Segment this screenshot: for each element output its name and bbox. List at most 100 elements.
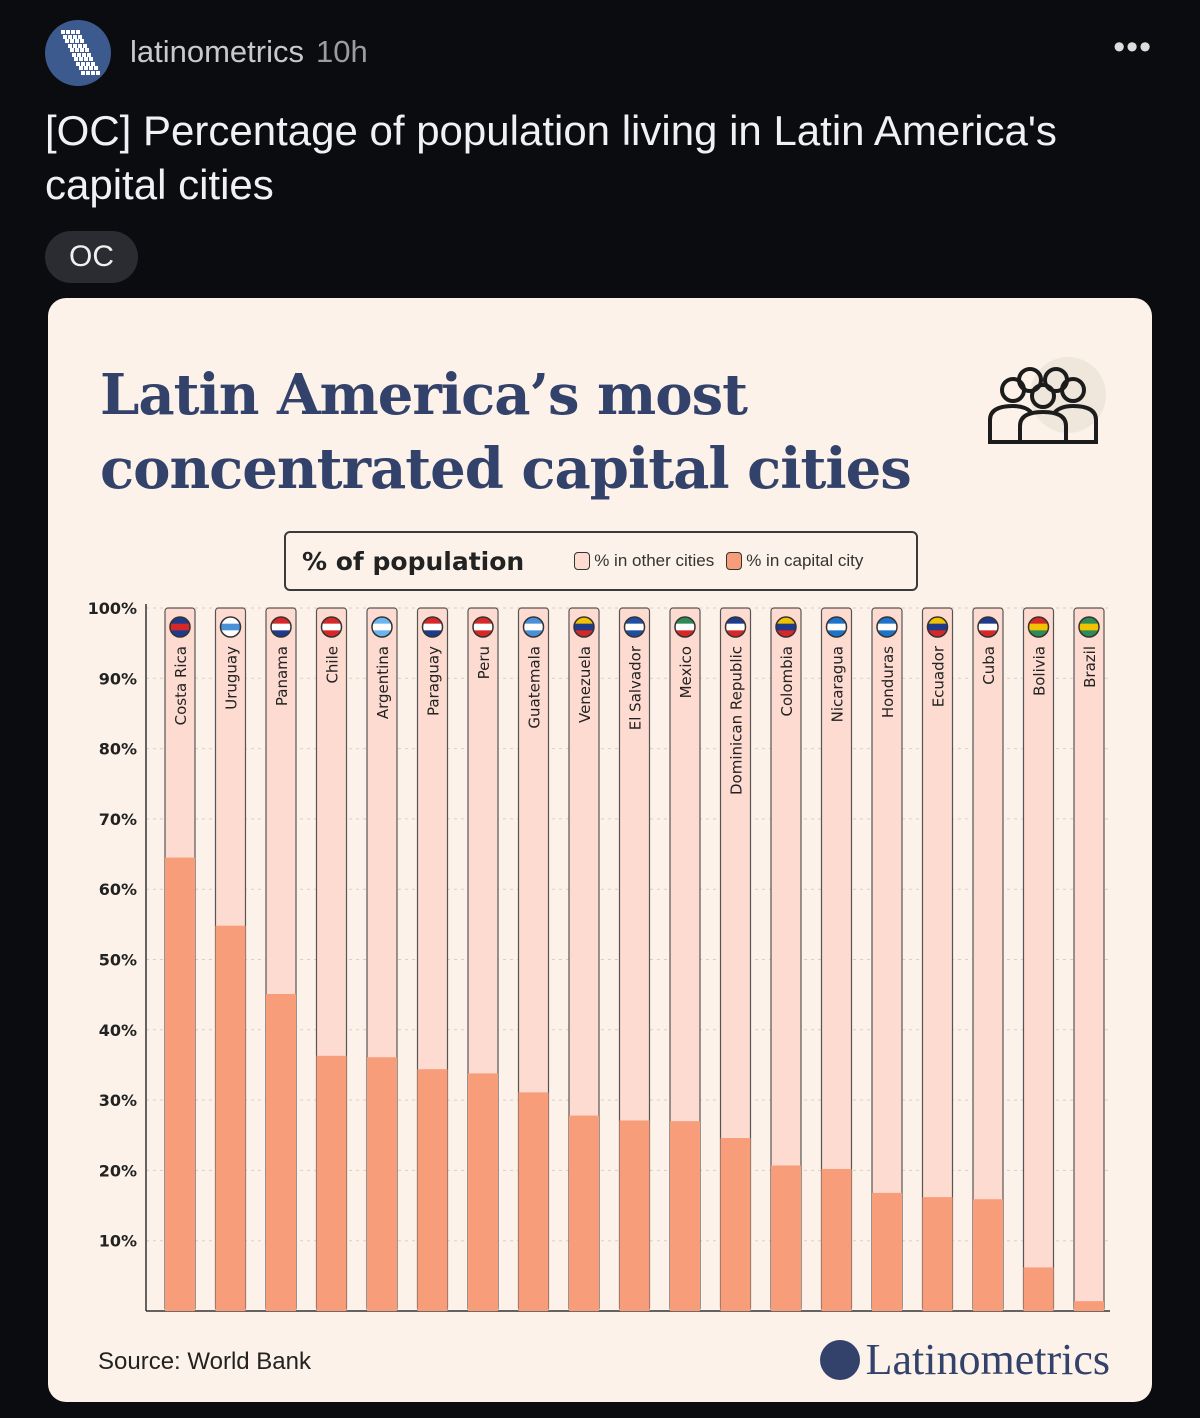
legend-item-other: % in other cities xyxy=(574,551,714,571)
bar-group: Ecuador xyxy=(921,607,954,1312)
flag-stripe xyxy=(473,623,493,631)
category-label: Bolivia xyxy=(1031,646,1049,696)
source-note: Source: World Bank xyxy=(98,1348,311,1375)
category-label: Venezuela xyxy=(576,646,594,723)
flag-icon xyxy=(219,616,242,638)
flag-stripe xyxy=(675,630,695,637)
y-tick-label: 30% xyxy=(99,1091,137,1110)
bar-other-cities xyxy=(1073,607,1105,1312)
flag-stripe xyxy=(170,617,190,625)
flag-stripe xyxy=(1028,630,1049,637)
flag-stripe xyxy=(725,617,746,625)
y-tick-label: 40% xyxy=(99,1021,137,1040)
category-label: Brazil xyxy=(1081,646,1099,688)
post-author[interactable]: latinometrics 10h xyxy=(130,34,368,70)
brand-icon xyxy=(819,1339,860,1380)
flag-stripe xyxy=(1079,623,1099,631)
flag-stripe xyxy=(776,630,796,637)
bar-group: Peru xyxy=(467,607,499,1312)
category-label: Costa Rica xyxy=(172,646,190,725)
category-label: Mexico xyxy=(677,646,695,698)
flag-icon xyxy=(573,616,595,638)
flag-stripe xyxy=(473,630,493,637)
flag-stripe xyxy=(220,630,241,637)
flag-stripe xyxy=(170,623,190,631)
legend-swatch xyxy=(574,552,591,570)
bar-capital-city xyxy=(720,1138,751,1311)
post-title[interactable]: [OC] Percentage of population living in … xyxy=(45,107,1057,208)
bar-group: Mexico xyxy=(669,607,701,1312)
bar-capital-city xyxy=(821,1168,852,1311)
avatar[interactable] xyxy=(45,20,111,86)
flag-icon xyxy=(270,616,292,638)
bar-capital-city xyxy=(316,1055,347,1311)
brand-logo: Latinometrics xyxy=(819,1334,1110,1385)
flag-icon xyxy=(371,616,393,638)
category-label: Panama xyxy=(273,646,291,706)
flag-icon xyxy=(472,616,494,638)
flag-stripe xyxy=(473,617,493,625)
category-label: Argentina xyxy=(374,646,392,719)
flag-stripe xyxy=(927,630,948,637)
bar-capital-city xyxy=(367,1057,397,1311)
bar-group: Brazil xyxy=(1073,607,1105,1312)
flag-icon xyxy=(926,616,949,638)
flag-stripe xyxy=(372,617,392,625)
category-label: Cuba xyxy=(980,646,998,685)
bar-group: Guatemala xyxy=(517,607,550,1312)
flag-stripe xyxy=(574,623,594,631)
flag-stripe xyxy=(271,630,291,637)
bar-group: Venezuela xyxy=(568,607,600,1312)
flag-stripe xyxy=(624,623,645,631)
flag-icon xyxy=(169,616,191,638)
legend-swatch xyxy=(726,552,743,570)
flag-stripe xyxy=(1079,617,1099,625)
post-time: 10h xyxy=(316,34,368,69)
flag-stripe xyxy=(624,630,645,637)
legend-label: % in capital city xyxy=(746,551,864,570)
flag-stripe xyxy=(271,623,291,631)
flag-stripe xyxy=(776,623,796,631)
flag-stripe xyxy=(170,630,190,637)
ellipsis-icon[interactable]: ••• xyxy=(1113,28,1152,66)
flag-stripe xyxy=(826,630,847,637)
bar-group: Argentina xyxy=(366,607,398,1312)
flag-icon xyxy=(421,616,444,638)
flag-stripe xyxy=(422,623,443,631)
flag-stripe xyxy=(523,617,544,625)
category-label: Dominican Republic xyxy=(728,646,746,795)
bar-capital-city xyxy=(872,1192,902,1311)
flag-stripe xyxy=(372,623,392,631)
people-group-icon xyxy=(988,357,1106,444)
bar-group: Colombia xyxy=(770,607,802,1312)
flag-icon xyxy=(775,616,797,638)
flag-stripe xyxy=(776,617,796,625)
username[interactable]: latinometrics xyxy=(130,34,304,69)
bar-group: Cuba xyxy=(972,607,1004,1312)
flag-icon xyxy=(674,616,696,638)
bar-group: Honduras xyxy=(871,607,903,1312)
flag-icon xyxy=(977,616,999,638)
bar-group: Bolivia xyxy=(1022,607,1055,1312)
bar-group: Uruguay xyxy=(214,607,247,1312)
flag-stripe xyxy=(927,617,948,625)
category-label: Chile xyxy=(324,646,342,684)
flag-stripe xyxy=(1028,623,1049,631)
flag-stripe xyxy=(826,623,847,631)
category-label: Colombia xyxy=(778,646,796,717)
legend-item-capital: % in capital city xyxy=(726,551,863,571)
flag-stripe xyxy=(321,623,342,631)
category-label: El Salvador xyxy=(627,645,645,730)
flag-stripe xyxy=(422,617,443,625)
flag-stripe xyxy=(978,623,998,631)
bar-group: Panama xyxy=(265,607,297,1312)
flag-stripe xyxy=(422,630,443,637)
flair-badge[interactable]: OC xyxy=(45,231,138,283)
flag-stripe xyxy=(978,617,998,625)
category-label: Peru xyxy=(475,646,493,679)
flag-stripe xyxy=(574,617,594,625)
bar-capital-city xyxy=(266,993,296,1311)
category-label: Uruguay xyxy=(223,646,241,710)
flag-icon xyxy=(1027,616,1050,638)
